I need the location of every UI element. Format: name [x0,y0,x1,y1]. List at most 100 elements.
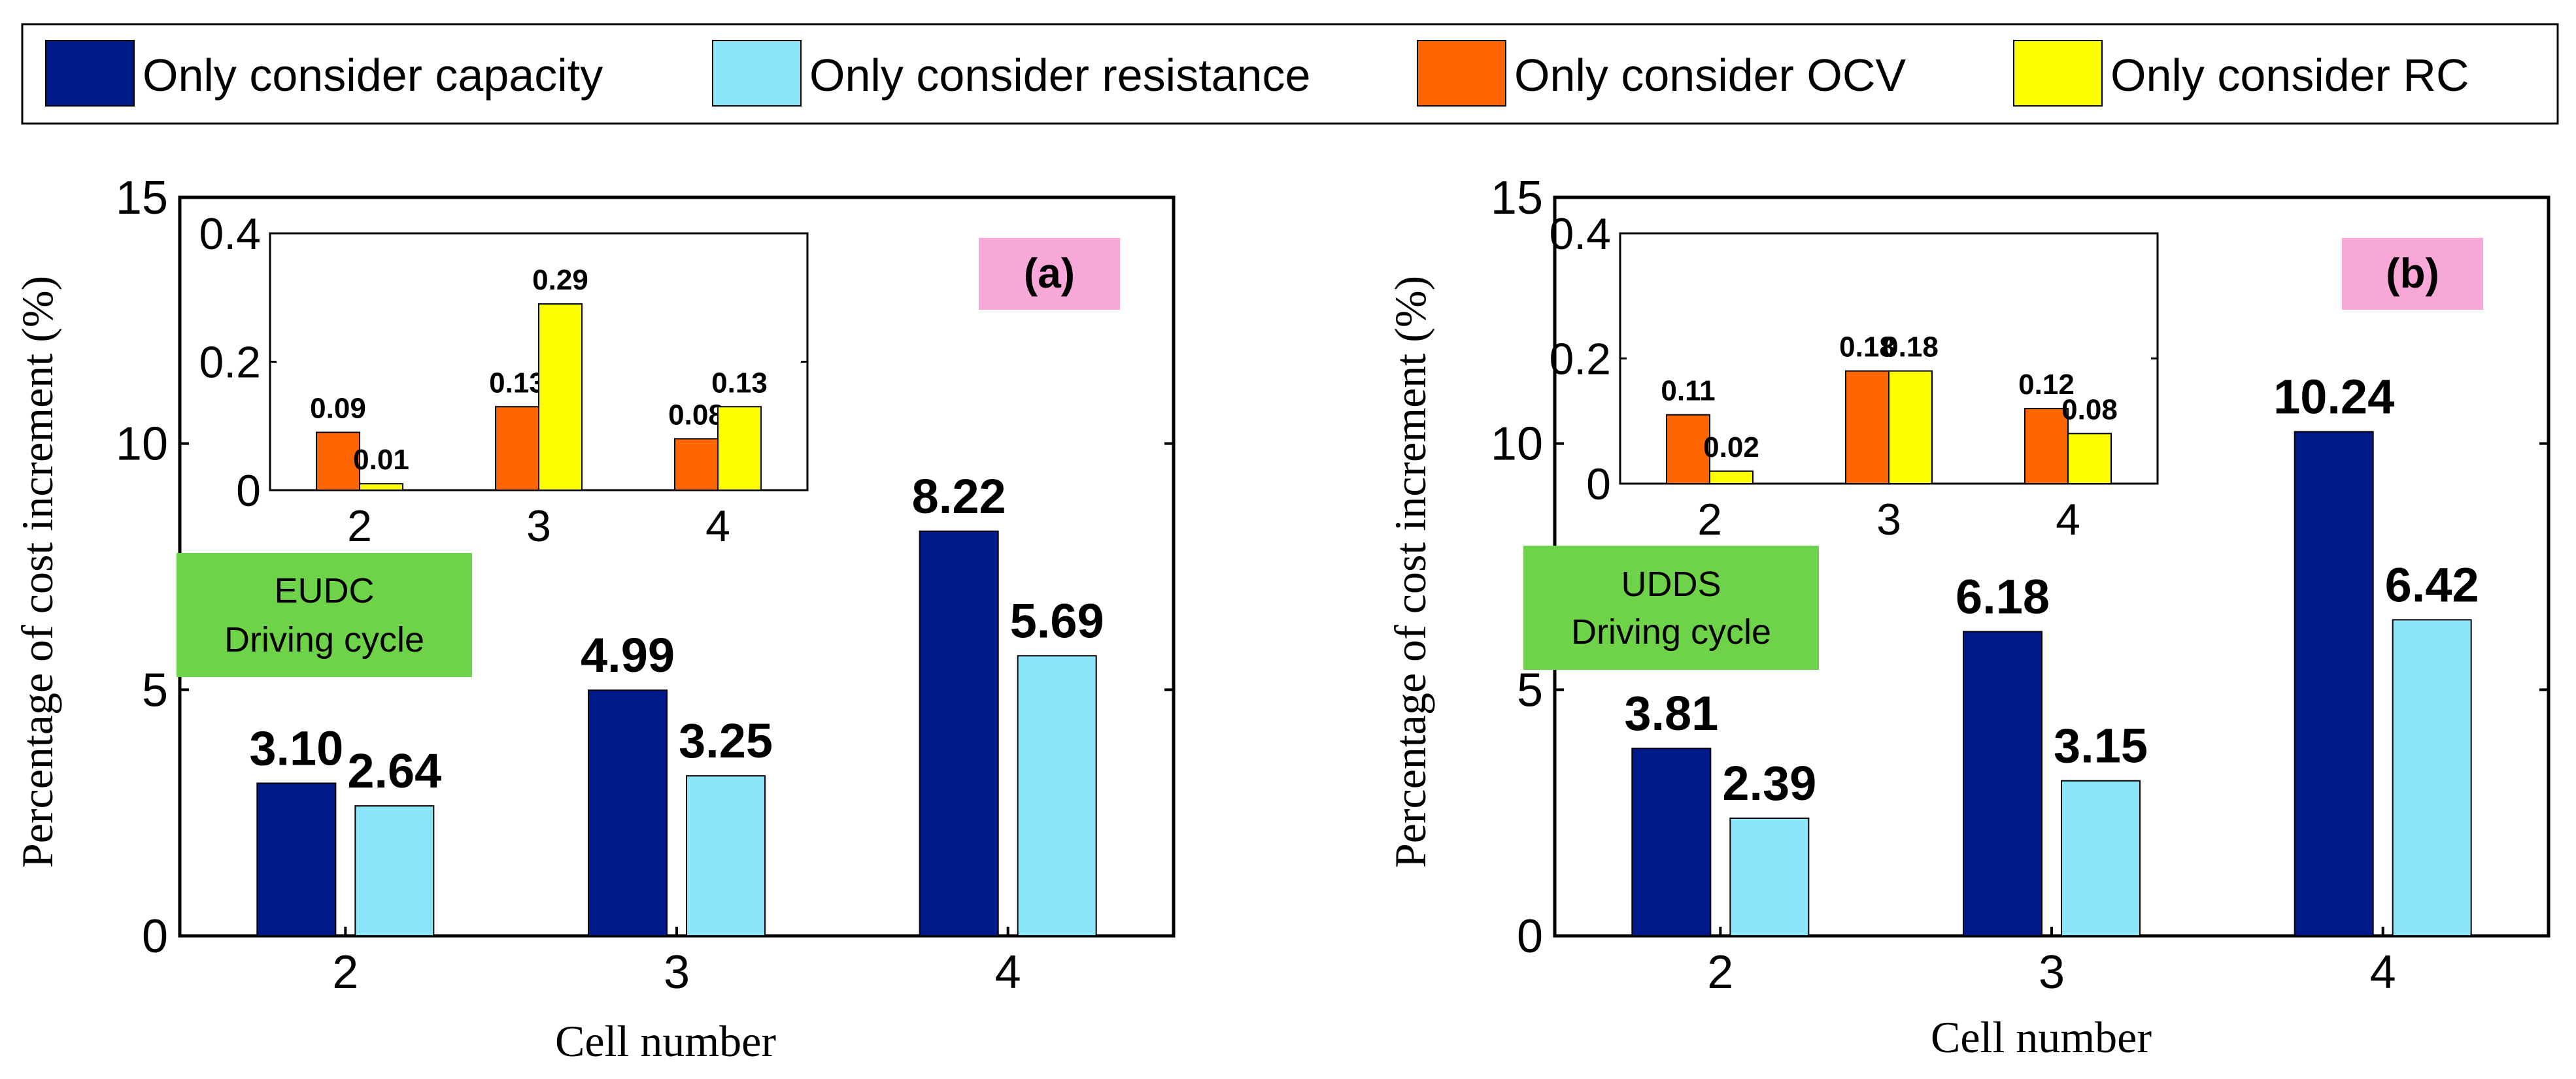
bar-resistance-3 [2061,780,2141,937]
bar-capacity-3 [1963,631,2042,937]
bar-label-resistance-2: 2.39 [1722,756,1816,810]
inset-bar-label-ocv-3: 0.13 [489,367,545,399]
legend-swatch-rc [2013,40,2103,107]
bar-resistance-2 [354,805,435,937]
y-axis-title: Percentage of cost increment (%) [12,276,62,868]
inset-x-tick-label: 4 [2056,495,2080,544]
inset-bar-label-ocv-4: 0.08 [668,399,724,431]
y-axis-title: Percentage of cost increment (%) [1385,276,1435,868]
driving-cycle-label: Driving cycle [1571,612,1771,652]
inset-x-tick-label: 2 [1697,495,1722,544]
y-tick-label: 0 [142,910,168,963]
inset-bar-rc-4 [717,406,762,491]
panel-a: Percentage of cost increment (%) Cell nu… [12,172,1176,1066]
legend-label-ocv: Only consider OCV [1514,50,1906,101]
inset-bar-label-rc-4: 0.08 [2061,393,2118,425]
legend-swatch-resistance [712,40,802,107]
inset-bar-label-ocv-2: 0.11 [1661,375,1715,407]
bar-resistance-4 [1017,655,1097,937]
bar-capacity-3 [588,689,668,937]
bar-resistance-3 [686,775,766,937]
inset-y-tick-label: 0.4 [199,209,261,259]
inset-y-tick-label: 0.2 [1549,335,1611,384]
x-axis-title: Cell number [555,1016,776,1066]
inset-bar-ocv-3 [1845,370,1890,485]
legend-swatch-capacity [45,40,135,107]
panel-badge-label: (b) [2386,250,2439,297]
legend-swatch-ocv [1417,40,1506,107]
inset-x-tick-label: 3 [526,501,551,551]
inset-bar-rc-3 [538,303,583,491]
y-tick-label: 0 [1517,910,1543,963]
inset-bar-label-ocv-3: 0.18 [1839,331,1895,363]
legend: Only consider capacity Only consider resi… [21,23,2559,125]
bar-label-resistance-3: 3.15 [2054,719,2148,773]
inset-bar-label-rc-3: 0.29 [532,264,588,296]
bar-label-capacity-2: 3.10 [249,721,343,775]
inset-bar-label-ocv-4: 0.12 [2018,369,2075,401]
inset-bar-label-rc-3: 0.18 [1882,331,1939,363]
inset-y-tick-label: 0.4 [1549,209,1611,259]
inset-y-tick-label: 0 [236,466,261,516]
inset-bar-ocv-4 [2024,408,2069,484]
inset-y-tick-label: 0.2 [199,338,261,388]
x-tick-label: 3 [2039,946,2065,999]
panel-b: Percentage of cost increment (%) Cell nu… [1385,172,2551,1062]
bar-capacity-4 [2294,431,2374,937]
inset-bar-label-rc-4: 0.13 [711,367,768,399]
driving-cycle-label: EUDC [274,571,374,610]
inset-bar-ocv-2 [316,431,360,491]
bar-label-capacity-3: 6.18 [1956,569,2050,623]
inset-bar-ocv-3 [495,406,539,491]
inset-x-tick-label: 2 [347,501,372,551]
inset-bar-ocv-4 [674,438,719,491]
legend-label-resistance: Only consider resistance [809,50,1310,101]
x-tick-label: 4 [995,946,1021,999]
bar-label-resistance-3: 3.25 [679,714,773,768]
inset-bar-label-rc-2: 0.02 [1703,431,1759,463]
legend-label-rc: Only consider RC [2110,50,2469,101]
x-tick-label: 2 [332,946,358,999]
legend-frame [21,23,2559,125]
inset-y-tick-label: 0 [1586,459,1611,509]
driving-cycle-box [1523,546,1819,670]
bar-label-resistance-4: 6.42 [2385,557,2479,612]
y-tick-label: 5 [142,664,168,716]
legend-label-capacity: Only consider capacity [143,50,603,101]
inset-bar-ocv-2 [1666,414,1710,484]
inset-bar-label-rc-2: 0.01 [353,444,409,476]
bar-resistance-2 [1729,817,1810,937]
driving-cycle-label: UDDS [1621,565,1721,604]
bar-resistance-4 [2392,619,2472,937]
inset-bar-rc-2 [1709,470,1754,484]
inset-bar-rc-2 [359,483,403,491]
driving-cycle-box [177,553,472,677]
x-tick-label: 2 [1707,946,1733,999]
bar-label-resistance-2: 2.64 [347,744,441,798]
bar-label-capacity-3: 4.99 [581,628,675,682]
inset-x-tick-label: 4 [705,501,730,551]
inset-bar-rc-3 [1888,370,1933,485]
inset-x-tick-label: 3 [1876,495,1901,544]
x-axis-title: Cell number [1931,1012,2152,1062]
bar-capacity-4 [919,530,999,937]
bar-label-capacity-4: 8.22 [912,469,1006,523]
y-tick-label: 15 [1491,172,1543,224]
y-tick-label: 10 [1491,418,1543,471]
bar-capacity-2 [256,782,337,937]
panel-badge-label: (a) [1024,250,1075,297]
panel-badge [979,238,1120,310]
bar-capacity-2 [1631,747,1712,937]
bar-label-capacity-4: 10.24 [2273,370,2394,424]
bar-label-resistance-4: 5.69 [1010,593,1104,648]
driving-cycle-label: Driving cycle [224,620,424,659]
y-tick-label: 15 [116,172,168,224]
inset-bar-label-ocv-2: 0.09 [310,393,366,425]
bar-label-capacity-2: 3.81 [1624,686,1718,740]
inset-bar-rc-4 [2067,433,2112,485]
y-tick-label: 5 [1517,664,1543,716]
x-tick-label: 4 [2370,946,2396,999]
panel-badge [2342,238,2483,310]
x-tick-label: 3 [664,946,690,999]
